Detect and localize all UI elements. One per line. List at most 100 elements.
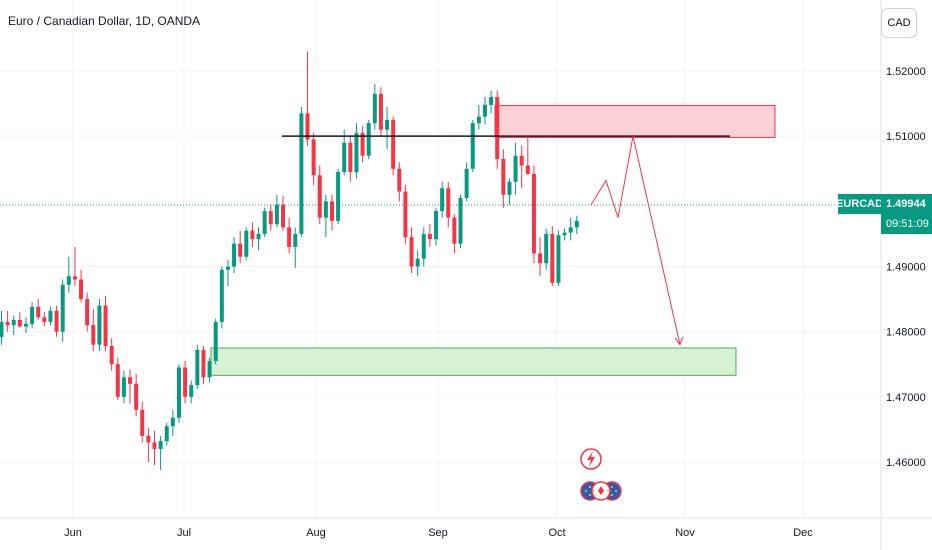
candle-body [256, 233, 261, 240]
economic-events-icon[interactable] [580, 481, 622, 501]
candle-body [195, 349, 200, 386]
candle-body [348, 142, 353, 173]
candle-body [85, 299, 90, 326]
support-zone[interactable] [210, 347, 737, 376]
candle [42, 312, 47, 327]
time-tick-label: Jun [64, 527, 82, 539]
candle-body [507, 181, 512, 195]
candle-body [464, 168, 469, 199]
candle [48, 306, 53, 326]
candle-body [134, 383, 139, 410]
drawing-zones [0, 105, 881, 376]
candle [109, 338, 114, 371]
candle [464, 162, 469, 202]
candle [170, 409, 175, 436]
candle [256, 227, 261, 251]
candle-body [60, 284, 65, 332]
candle [91, 308, 96, 352]
candle-body [30, 306, 35, 324]
candle-body [482, 104, 487, 117]
candle-body [262, 211, 267, 234]
candle-body [170, 417, 175, 427]
candle [372, 84, 377, 130]
candle-body [225, 266, 230, 270]
candle [317, 165, 322, 225]
price-axis: 1.52000 1.51000 1.49000 1.48000 1.47000 1.460… [886, 66, 926, 469]
symbol-price-label: EURCAD [836, 194, 883, 214]
candle [409, 227, 414, 274]
candle-body [146, 435, 151, 443]
candle-body [287, 227, 292, 247]
candle-body [556, 235, 561, 283]
candle [121, 370, 126, 404]
candle [60, 279, 65, 342]
time-tick-label: Nov [675, 527, 695, 539]
candle [189, 380, 194, 404]
candle-body [48, 310, 53, 322]
candle-body [54, 310, 59, 332]
candle-body [495, 97, 500, 159]
candle-body [17, 319, 22, 327]
candle [495, 90, 500, 169]
candle-body [550, 233, 555, 283]
candle [85, 292, 90, 332]
candle-body [329, 201, 334, 221]
candle [0, 310, 4, 345]
candle-body [378, 93, 383, 130]
resistance-zone[interactable] [494, 105, 776, 138]
candle-body [501, 158, 506, 195]
projection-path-line[interactable] [590, 136, 681, 345]
candle [238, 230, 243, 264]
candle-body [360, 132, 365, 156]
candle [391, 116, 396, 176]
candle [544, 228, 549, 270]
candle [152, 430, 157, 466]
last-price-label: 1.49944 [881, 194, 932, 214]
currency-button[interactable]: CAD [881, 8, 917, 38]
candle [305, 51, 310, 146]
candle-body [115, 364, 120, 397]
candle-body [79, 279, 84, 300]
candle-body [11, 319, 16, 326]
candle-body [458, 198, 463, 244]
candle [201, 346, 206, 384]
candle-body [250, 230, 255, 240]
candle [30, 302, 35, 329]
price-tick-label: 1.51000 [886, 131, 926, 143]
candle-body [519, 155, 524, 166]
candle [134, 374, 139, 417]
candle [513, 142, 518, 195]
candle [421, 227, 426, 267]
candle-body [0, 321, 4, 337]
candle [207, 357, 212, 383]
candle [525, 137, 530, 176]
candle [501, 149, 506, 208]
candle-body [336, 172, 341, 221]
candle-body [42, 317, 47, 322]
candle-body [23, 323, 28, 327]
candle [336, 168, 341, 225]
candle [103, 295, 108, 352]
candle-body [452, 217, 457, 244]
candle-body [97, 305, 102, 345]
projection-arrowhead [674, 336, 684, 346]
candle [531, 165, 536, 264]
candle-body [403, 191, 408, 238]
candle-body [5, 321, 10, 326]
candle-body [189, 385, 194, 397]
news-lightning-icon[interactable] [580, 448, 602, 470]
candle [158, 435, 163, 470]
price-tick-label: 1.46000 [886, 457, 926, 469]
candle-body [391, 119, 396, 169]
candle-body [128, 377, 133, 384]
candle-body [385, 119, 390, 130]
candle [342, 129, 347, 176]
candle [452, 214, 457, 254]
candle-body [538, 253, 543, 264]
candle [140, 402, 145, 443]
candle [128, 369, 133, 404]
candle [176, 364, 181, 423]
candle [427, 224, 432, 247]
